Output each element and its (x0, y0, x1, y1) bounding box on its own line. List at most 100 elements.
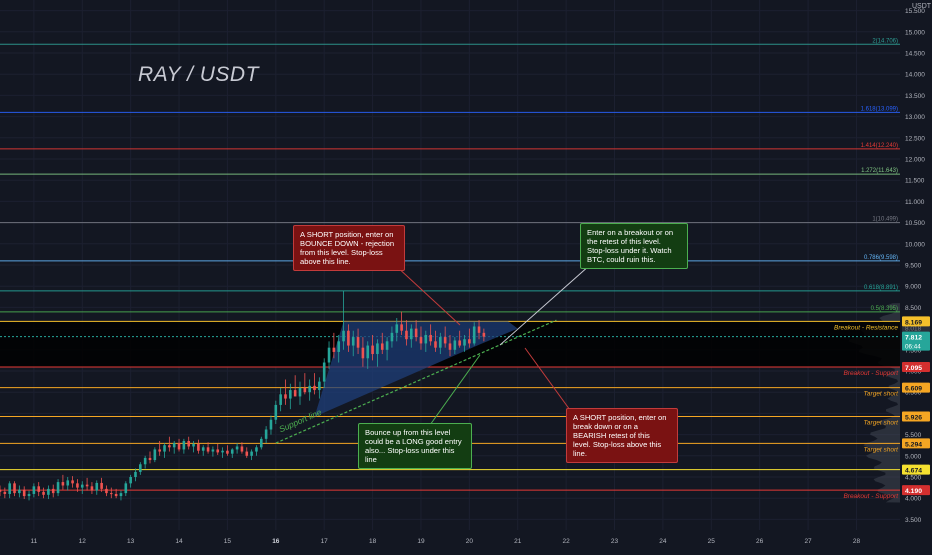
candle-body (105, 488, 108, 494)
candle-body (47, 488, 50, 495)
candle-body (366, 345, 370, 359)
candle-body (269, 419, 273, 430)
candle-body (264, 429, 268, 439)
candle-body (32, 486, 36, 494)
candle-body (163, 445, 166, 452)
price-tick-label: 8.500 (905, 305, 922, 312)
level-price-tag (902, 438, 930, 449)
note-short-top[interactable]: A SHORT position, enter on BOUNCE DOWN -… (293, 225, 405, 271)
level-label: Target short (864, 446, 900, 453)
candle-body (197, 443, 200, 451)
candle-body (18, 489, 21, 494)
candle-body (95, 482, 99, 491)
candle-body (443, 337, 447, 344)
time-tick-label: 25 (708, 538, 716, 545)
candle-body (409, 328, 413, 340)
price-tick-label: 7.500 (905, 347, 922, 354)
candle-body (192, 443, 195, 447)
candle-body (259, 438, 263, 448)
level-label: Breakout - Resistance (834, 324, 898, 331)
price-tick-label: 14.500 (905, 51, 925, 58)
time-tick-label: 23 (611, 538, 619, 545)
candle-body (37, 486, 41, 492)
candle-body (342, 330, 345, 342)
candle-body (100, 482, 103, 489)
time-tick-label: 27 (804, 538, 812, 545)
time-tick-label: 11 (30, 538, 37, 545)
candle-body (71, 480, 74, 484)
candle-body (274, 404, 278, 420)
level-price-tag-label: 6.609 (905, 386, 922, 393)
candle-body (129, 477, 132, 484)
current-price-value: 7.812 (905, 335, 922, 342)
pointer-line (499, 264, 591, 346)
time-tick-label: 28 (853, 538, 861, 545)
level-price-tag-label: 8.169 (905, 319, 922, 326)
candle-body (230, 449, 234, 454)
candle-body (168, 445, 171, 448)
price-tick-label: 15.000 (905, 29, 925, 36)
price-tick-label: 4.000 (905, 496, 922, 503)
candle-body (240, 446, 244, 452)
price-axis-bg (900, 0, 932, 550)
triangle-fill (314, 321, 518, 417)
price-tick-label: 3.500 (905, 517, 922, 524)
candle-body (211, 449, 215, 452)
fib-label: 2(14.706) (872, 38, 898, 44)
price-tick-label: 15.500 (905, 8, 925, 15)
candle-body (177, 443, 181, 450)
candle-body (380, 343, 384, 350)
level-label: Breakout - Support (843, 370, 899, 377)
candle-body (322, 362, 326, 382)
time-axis[interactable]: 11 12 13 14 15 16 17 18 19 20 21 22 23 24 25 26 27 28 (0, 530, 932, 550)
level-price-tag (902, 316, 930, 327)
candle-body (313, 385, 316, 391)
candle-body (477, 326, 481, 333)
candle-body (216, 449, 220, 453)
note-long[interactable]: Bounce up from this level could be a LON… (358, 423, 472, 469)
fib-label: 1.618(13.099) (861, 106, 898, 112)
level-price-tag (902, 361, 930, 372)
price-tick-label: 10.500 (905, 220, 925, 227)
candle-body (279, 394, 282, 405)
note-breakout[interactable]: Enter on a breakout or on the retest of … (580, 223, 688, 269)
candles (0, 290, 486, 501)
candle-body (134, 471, 137, 477)
candle-body (245, 451, 249, 456)
candle-body (385, 341, 389, 350)
candle-body (347, 330, 350, 346)
level-price-tag-label: 5.294 (905, 441, 922, 448)
level-price-tag (902, 485, 930, 496)
level-price-tag (902, 411, 930, 422)
candle-body (153, 449, 157, 461)
candle-body (27, 493, 31, 497)
candle-body (298, 387, 302, 397)
candle-body (51, 488, 55, 494)
candle-body (158, 449, 161, 452)
time-tick-label: 21 (514, 538, 522, 545)
candle-body (439, 337, 442, 348)
candle-body (250, 451, 253, 456)
price-unit-label: USDT (912, 3, 932, 10)
candle-body (318, 381, 321, 391)
fibonacci-levels: 2(14.706) 1.618(13.099) 1.414(12.240) 1.272… (0, 38, 900, 313)
pointer-line (394, 264, 461, 326)
candle-body (187, 440, 191, 447)
level-price-tag (902, 464, 930, 475)
candle-body (419, 337, 423, 344)
candle-body (293, 390, 297, 397)
time-axis-bg (0, 530, 932, 550)
fib-label: 0.618(8.891) (864, 285, 898, 291)
support-line-label: Support line (277, 407, 323, 435)
pointer-line (524, 347, 571, 411)
price-tick-label: 4.500 (905, 475, 922, 482)
candle-body (327, 347, 331, 363)
candle-body (109, 493, 113, 495)
candle-body (119, 493, 123, 497)
price-axis[interactable]: 3.5004.0004.5005.0005.5006.0006.5007.000… (900, 0, 932, 550)
candle-body (66, 480, 70, 486)
note-short-bottom[interactable]: A SHORT position, enter on break down or… (566, 408, 678, 463)
annotation-pointers (394, 264, 591, 426)
